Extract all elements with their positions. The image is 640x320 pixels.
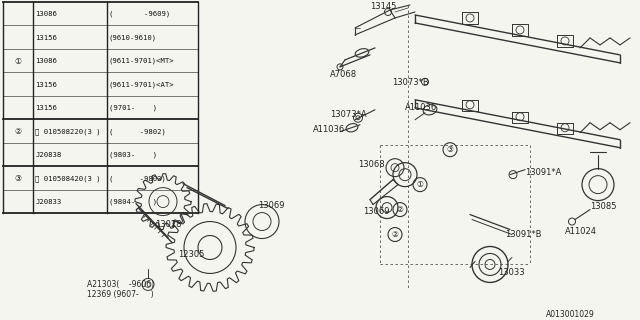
Text: ①: ① bbox=[417, 180, 424, 189]
Text: A11024: A11024 bbox=[565, 227, 597, 236]
Text: 13033: 13033 bbox=[498, 268, 525, 277]
Text: 13156: 13156 bbox=[35, 35, 58, 41]
Text: 13145: 13145 bbox=[370, 3, 396, 12]
Text: A11036: A11036 bbox=[405, 103, 437, 112]
Text: 13156: 13156 bbox=[35, 105, 58, 111]
Text: ②: ② bbox=[397, 205, 403, 214]
Text: (9611-9701)<AT>: (9611-9701)<AT> bbox=[109, 81, 174, 88]
Text: ③: ③ bbox=[447, 145, 453, 154]
Text: 13086: 13086 bbox=[35, 11, 58, 17]
Text: Ⓑ 010508420(3 ): Ⓑ 010508420(3 ) bbox=[35, 175, 101, 182]
Text: (      -9802): ( -9802) bbox=[109, 128, 166, 135]
Text: 13069: 13069 bbox=[363, 207, 390, 216]
Text: ②: ② bbox=[15, 127, 22, 136]
Text: (9611-9701)<MT>: (9611-9701)<MT> bbox=[109, 58, 174, 64]
Text: (      -9803): ( -9803) bbox=[109, 175, 166, 182]
Text: Ⓑ 010508220(3 ): Ⓑ 010508220(3 ) bbox=[35, 128, 101, 135]
Text: 13086: 13086 bbox=[35, 58, 58, 64]
Text: 13085: 13085 bbox=[590, 202, 616, 211]
Text: (9804-    ): (9804- ) bbox=[109, 199, 157, 205]
Text: (       -9609): ( -9609) bbox=[109, 11, 170, 18]
Text: ②: ② bbox=[392, 230, 399, 239]
Text: J20838: J20838 bbox=[35, 152, 61, 158]
Text: 13073*A: 13073*A bbox=[330, 110, 367, 119]
Text: 13028: 13028 bbox=[155, 220, 182, 229]
Text: J20833: J20833 bbox=[35, 199, 61, 205]
Text: A013001029: A013001029 bbox=[547, 310, 595, 319]
Text: A21303(    -9606): A21303( -9606) bbox=[87, 280, 154, 289]
Text: 13068: 13068 bbox=[358, 160, 385, 169]
Text: A7068: A7068 bbox=[330, 70, 357, 79]
Text: 12305: 12305 bbox=[178, 250, 204, 259]
Text: (9803-    ): (9803- ) bbox=[109, 152, 157, 158]
Text: (9610-9610): (9610-9610) bbox=[109, 35, 157, 41]
Text: 13156: 13156 bbox=[35, 82, 58, 88]
Text: 13073*B: 13073*B bbox=[392, 78, 429, 87]
Text: A11036: A11036 bbox=[313, 125, 345, 134]
Text: ①: ① bbox=[15, 57, 22, 66]
Text: 13069: 13069 bbox=[258, 201, 285, 210]
Text: (9701-    ): (9701- ) bbox=[109, 105, 157, 111]
Text: 13091*A: 13091*A bbox=[525, 168, 561, 177]
Text: 13091*B: 13091*B bbox=[505, 230, 541, 239]
Text: 12369 (9607-     ): 12369 (9607- ) bbox=[87, 290, 154, 299]
Text: ③: ③ bbox=[15, 174, 22, 183]
